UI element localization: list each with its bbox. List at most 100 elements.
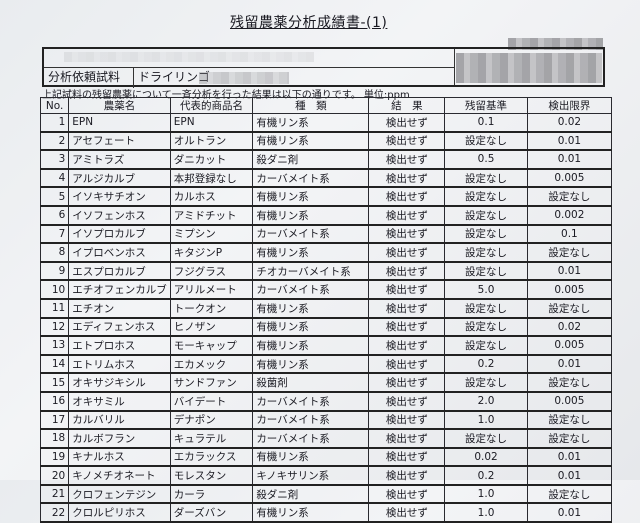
table-cell: 検出せず (368, 242, 446, 263)
table-cell: 有機リン系 (252, 447, 370, 468)
column-header: 結 果 (368, 97, 446, 114)
table-cell: オキサミル (68, 391, 171, 412)
table-cell: ミプシン (169, 224, 254, 245)
table-cell: 0.5 (444, 149, 528, 170)
table-cell: 殺ダニ剤 (252, 484, 370, 505)
table-cell: 1 (39, 112, 70, 133)
table-cell: 設定なし (444, 372, 528, 393)
table-cell: イソプロカルブ (68, 224, 171, 245)
table-cell: 設定なし (526, 410, 613, 431)
table-cell: 設定なし (444, 335, 528, 356)
table-cell: 設定なし (444, 261, 528, 282)
table-cell: イソフェンホス (68, 205, 171, 226)
table-row: 14 エトリムホス エカメック 有機リン系 検出せず 0.2 0.01 (39, 354, 613, 375)
table-cell: バイデート (169, 391, 254, 412)
table-cell: アミドチット (169, 205, 254, 226)
table-cell: 設定なし (444, 186, 528, 207)
table-cell: キタジンP (169, 242, 254, 263)
table-cell: 殺菌剤 (252, 372, 370, 393)
table-cell: カーバメイト系 (252, 279, 370, 300)
table-cell: カーバメイト系 (252, 428, 370, 449)
table-cell: 検出せず (368, 112, 446, 133)
table-cell: 0.1 (526, 224, 613, 245)
table-cell: 検出せず (368, 149, 446, 170)
table-cell: 設定なし (526, 298, 613, 319)
table-cell: 検出せず (368, 317, 446, 338)
table-cell: 0.2 (444, 465, 528, 486)
table-cell: フジグラス (169, 261, 254, 282)
table-row: 15 オキサジキシル サンドファン 殺菌剤 検出せず 設定なし 設定なし (39, 372, 613, 393)
table-cell: 8 (39, 242, 70, 263)
table-row: 11 エチオン トークオン 有機リン系 検出せず 設定なし 設定なし (39, 298, 613, 319)
table-cell: 4 (39, 168, 70, 189)
table-row: 21 クロフェンテジン カーラ 殺ダニ剤 検出せず 1.0 設定なし (39, 484, 613, 505)
table-cell: クロルピリホス (68, 502, 171, 523)
table-cell: 殺ダニ剤 (252, 149, 370, 170)
table-cell: 18 (39, 428, 70, 449)
table-cell: 設定なし (526, 428, 613, 449)
table-cell: 検出せず (368, 279, 446, 300)
table-cell: イプロベンホス (68, 242, 171, 263)
table-cell: 検出せず (368, 335, 446, 356)
table-cell: 0.1 (444, 112, 528, 133)
table-cell: 検出せず (368, 224, 446, 245)
table-cell: カルボフラン (68, 428, 171, 449)
table-cell: カルホス (169, 186, 254, 207)
column-header: 種 類 (252, 97, 370, 114)
table-cell: エカメック (169, 354, 254, 375)
table-cell: ダニカット (169, 149, 254, 170)
table-cell: 0.01 (526, 502, 613, 523)
table-cell: 14 (39, 354, 70, 375)
table-cell: 設定なし (444, 317, 528, 338)
table-cell: アミトラズ (68, 149, 171, 170)
table-cell: キノメチオネート (68, 465, 171, 486)
table-cell: 検出せず (368, 391, 446, 412)
table-row: 7 イソプロカルブ ミプシン カーバメイト系 検出せず 設定なし 0.1 (39, 224, 613, 245)
table-cell: 検出せず (368, 502, 446, 523)
table-cell: 検出せず (368, 354, 446, 375)
table-cell: 検出せず (368, 131, 446, 152)
table-cell: 0.005 (526, 391, 613, 412)
table-cell: キノキサリン系 (252, 465, 370, 486)
table-cell: 有機リン系 (252, 131, 370, 152)
table-cell: 本邦登録なし (169, 168, 254, 189)
table-cell: 有機リン系 (252, 317, 370, 338)
table-cell: 1.0 (444, 410, 528, 431)
table-cell: エスプロカルブ (68, 261, 171, 282)
table-cell: 検出せず (368, 205, 446, 226)
table-cell: 1.0 (444, 484, 528, 505)
table-cell: 12 (39, 317, 70, 338)
column-header: No. (39, 97, 70, 114)
table-cell: 検出せず (368, 372, 446, 393)
table-row: 5 イソキサチオン カルホス 有機リン系 検出せず 設定なし 設定なし (39, 186, 613, 207)
table-row: 2 アセフェート オルトラン 有機リン系 検出せず 設定なし 0.01 (39, 131, 613, 152)
table-row: 17 カルバリル デナポン カーバメイト系 検出せず 1.0 設定なし (39, 410, 613, 431)
table-row: 20 キノメチオネート モレスタン キノキサリン系 検出せず 0.2 0.01 (39, 465, 613, 486)
table-cell: 有機リン系 (252, 354, 370, 375)
table-cell: サンドファン (169, 372, 254, 393)
table-cell: 0.002 (526, 205, 613, 226)
column-header: 残留基準 (444, 97, 528, 114)
table-cell: 6 (39, 205, 70, 226)
table-cell: 設定なし (444, 298, 528, 319)
column-header: 検出限界 (526, 97, 613, 114)
table-cell: オキサジキシル (68, 372, 171, 393)
table-cell: 9 (39, 261, 70, 282)
table-cell: アセフェート (68, 131, 171, 152)
table-cell: アルジカルブ (68, 168, 171, 189)
table-cell: 有機リン系 (252, 205, 370, 226)
table-cell: 有機リン系 (252, 502, 370, 523)
table-cell: 設定なし (444, 242, 528, 263)
table-cell: 16 (39, 391, 70, 412)
results-table: No. 農薬名 代表的商品名種 類結 果残留基準 検出限界 1 EPN EPN 有機リン系検… (39, 97, 613, 523)
info-divider (454, 49, 455, 85)
table-cell: 有機リン系 (252, 242, 370, 263)
table-cell: カーバメイト系 (252, 410, 370, 431)
table-cell: 13 (39, 335, 70, 356)
table-cell: 3 (39, 149, 70, 170)
sample-label: 分析依頼試料 (44, 68, 134, 88)
table-cell: エディフェンホス (68, 317, 171, 338)
table-row: 13 エトプロホス モーキャップ 有機リン系 検出せず 設定なし 0.005 (39, 335, 613, 356)
table-cell: モーキャップ (169, 335, 254, 356)
table-cell: 5.0 (444, 279, 528, 300)
